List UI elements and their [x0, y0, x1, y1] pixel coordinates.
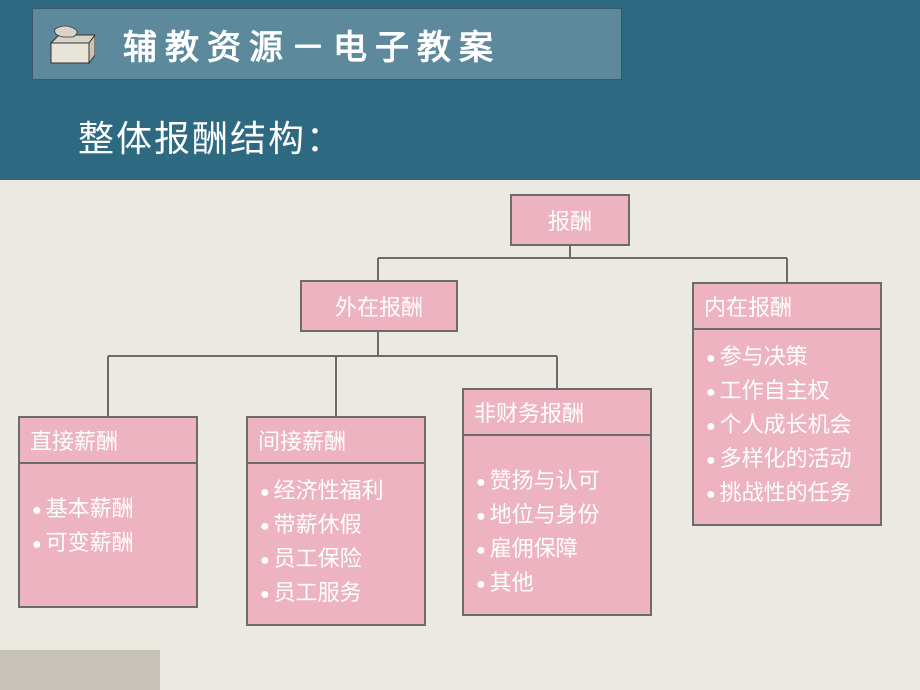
- slide-title: 整体报酬结构：: [78, 110, 344, 162]
- node-external: 外在报酬: [300, 280, 458, 332]
- slide-header: 辅教资源－电子教案 整体报酬结构：: [0, 0, 920, 180]
- node-items: 基本薪酬 可变薪酬: [20, 464, 196, 606]
- book-icon: [45, 19, 95, 69]
- node-item: 可变薪酬: [32, 526, 184, 560]
- node-item: 赞扬与认可: [476, 464, 638, 498]
- node-root: 报酬: [510, 194, 630, 246]
- node-items: 赞扬与认可 地位与身份 雇佣保障 其他: [464, 436, 650, 614]
- node-item: 基本薪酬: [32, 492, 184, 526]
- org-diagram: 报酬 外在报酬 内在报酬 参与决策 工作自主权 个人成长机会 多样化的活动 挑战…: [0, 180, 920, 690]
- footer-accent: [0, 650, 160, 690]
- node-label: 间接薪酬: [248, 418, 424, 462]
- node-internal: 内在报酬 参与决策 工作自主权 个人成长机会 多样化的活动 挑战性的任务: [692, 282, 882, 526]
- node-label: 内在报酬: [694, 284, 880, 328]
- node-item: 其他: [476, 566, 638, 600]
- node-item: 地位与身份: [476, 498, 638, 532]
- node-label: 非财务报酬: [464, 390, 650, 434]
- node-item: 参与决策: [706, 340, 868, 374]
- node-direct: 直接薪酬 基本薪酬 可变薪酬: [18, 416, 198, 608]
- node-label: 外在报酬: [302, 282, 456, 330]
- node-item: 员工服务: [260, 576, 412, 610]
- node-item: 挑战性的任务: [706, 476, 868, 510]
- node-item: 经济性福利: [260, 474, 412, 508]
- node-nonfinancial: 非财务报酬 赞扬与认可 地位与身份 雇佣保障 其他: [462, 388, 652, 616]
- node-item: 个人成长机会: [706, 408, 868, 442]
- banner: 辅教资源－电子教案: [32, 8, 622, 80]
- banner-title: 辅教资源－电子教案: [123, 20, 501, 69]
- node-item: 带薪休假: [260, 508, 412, 542]
- node-items: 经济性福利 带薪休假 员工保险 员工服务: [248, 464, 424, 624]
- node-item: 工作自主权: [706, 374, 868, 408]
- node-items: 参与决策 工作自主权 个人成长机会 多样化的活动 挑战性的任务: [694, 330, 880, 524]
- node-label: 报酬: [512, 196, 628, 244]
- node-item: 员工保险: [260, 542, 412, 576]
- node-label: 直接薪酬: [20, 418, 196, 462]
- node-item: 多样化的活动: [706, 442, 868, 476]
- node-indirect: 间接薪酬 经济性福利 带薪休假 员工保险 员工服务: [246, 416, 426, 626]
- node-item: 雇佣保障: [476, 532, 638, 566]
